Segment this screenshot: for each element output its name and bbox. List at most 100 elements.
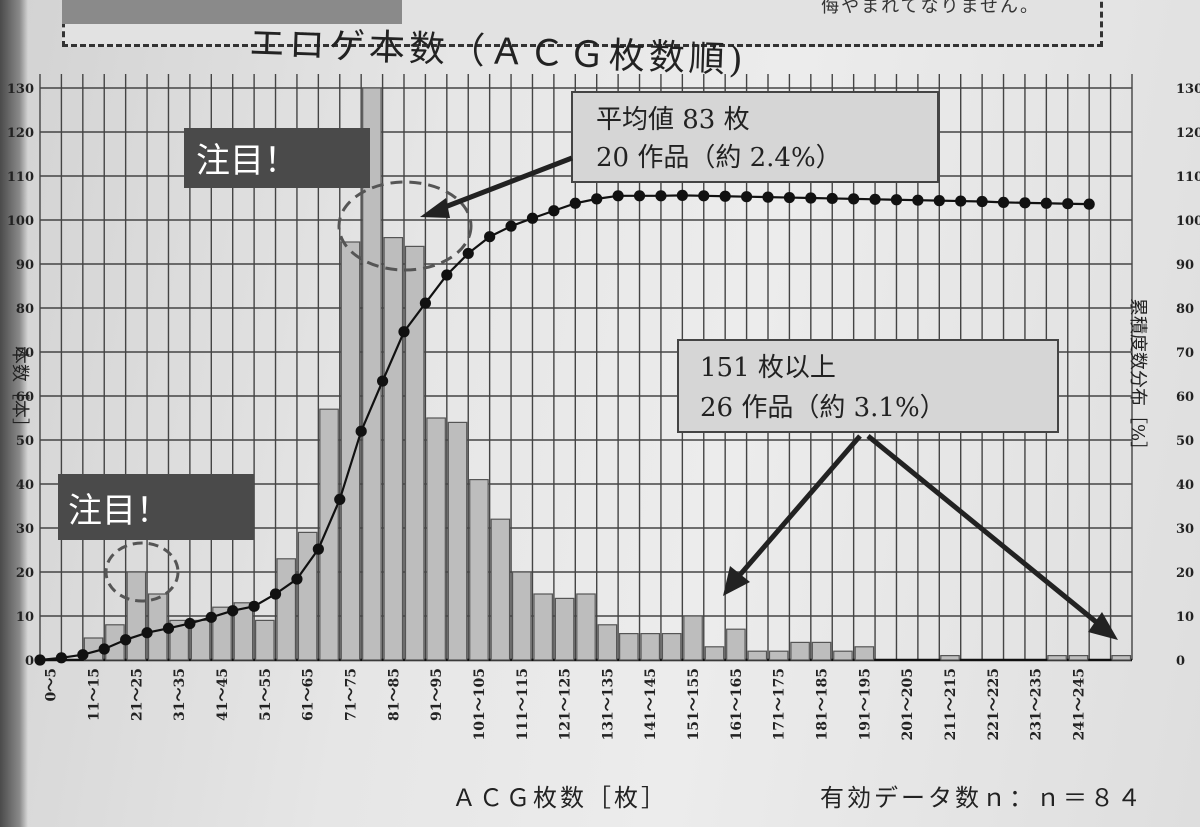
cumulative-point [655,190,667,202]
y2-tick-label: 20 [1176,566,1194,581]
y2-tick-label: 0 [1176,654,1185,669]
cumulative-point [398,326,410,338]
y2-tick-label: 60 [1176,390,1194,405]
over151-arrow-right [866,434,1108,632]
cumulative-point [719,190,731,202]
bar [169,619,189,661]
x-tick-label: 211～215 [943,668,959,740]
x-tick-label: 231～235 [1029,668,1045,740]
bar [768,650,789,661]
cumulative-point [77,649,89,661]
y2-tick-label: 110 [1176,170,1200,185]
y-tick-label: 60 [16,390,34,405]
bar [255,619,275,661]
cumulative-point [441,269,453,281]
cumulative-point [548,205,560,217]
bar [276,558,297,661]
bar [811,641,832,661]
y-tick-label: 80 [16,302,34,317]
bar [212,606,232,661]
bar [576,593,596,661]
x-tick-label: 191～195 [857,668,873,740]
over151-arrowhead-right [1088,612,1118,640]
over151-callout: 151 枚以上 26 作品（約 3.1%） [677,339,1118,640]
y2-tick-label: 30 [1176,522,1194,537]
cumulative-point [762,191,774,203]
cumulative-point [569,197,581,209]
over151-callout-line1: 151 枚以上 [700,353,836,383]
bar [597,624,618,661]
bar [1047,654,1067,661]
y-tick-label: 20 [16,566,34,581]
bar [533,593,553,661]
y2-tick-label: 10 [1176,610,1194,625]
y-tick-label: 10 [16,610,34,625]
y-tick-label: 30 [16,522,34,537]
cumulative-point [698,190,710,202]
x-tick-label: 151～155 [686,668,702,740]
y2-tick-label: 70 [1176,346,1194,361]
x-tick-label: 241～245 [1071,668,1087,740]
x-tick-label: 31～35 [172,668,188,721]
cumulative-point [612,190,624,202]
badge-text: 注目！ [68,491,170,531]
cumulative-point [484,231,496,243]
bar [619,632,639,661]
bar [790,641,810,661]
x-tick-label: 21～25 [129,668,145,721]
bar [511,571,532,661]
page-shadow [0,0,28,827]
bar [683,615,703,661]
bar [854,646,875,661]
y-tick-label: 50 [16,434,34,449]
cumulative-point [1040,197,1052,209]
x-tick-label: 0～5 [44,668,60,701]
cumulative-point [955,195,967,207]
cumulative-point [1062,198,1074,210]
bar [661,632,682,661]
right-y-axis: 0 10 20 30 40 50 60 70 80 90 100 110 120 130 [1176,82,1200,669]
cumulative-point [890,194,903,206]
cumulative-point [355,425,367,437]
cumulative-point [591,193,603,205]
bar [554,597,575,661]
y2-tick-label: 90 [1176,258,1194,273]
over151-arrow-left [730,434,862,586]
highlight-circle-peak [337,180,473,272]
y-tick-label: 40 [16,478,34,493]
cumulative-point [205,611,217,623]
top-note-text: 侮やまれてなりません。 [821,0,1040,17]
bar [426,417,446,661]
over151-callout-line2: 26 作品（約 3.1%） [700,393,946,423]
x-tick-label: 201～205 [900,668,916,740]
x-tick-label: 61～65 [301,668,317,721]
bar [940,654,960,661]
bar [747,650,768,661]
bar [340,241,361,661]
x-axis-label: ＡＣＧ枚数［枚］ [452,784,668,812]
y-tick-label: 130 [7,82,34,97]
y2-tick-label: 100 [1176,214,1200,229]
cumulative-point [526,212,539,224]
cumulative-point [826,192,838,205]
cumulative-point [633,190,646,202]
y2-axis-label: 累積度数分布［%］ [1127,298,1148,459]
cumulative-point [848,193,860,205]
bar [833,650,853,661]
cumulative-point [55,652,68,664]
cumulative-point [376,375,389,387]
bar [704,646,725,661]
bar [726,628,746,661]
cumulative-point [976,195,988,208]
cumulative-point [227,605,239,617]
x-tick-label: 51～55 [258,668,274,721]
y-tick-label: 110 [7,170,34,185]
y-tick-label: 70 [16,346,34,361]
cumulative-point [676,189,688,201]
cumulative-point [783,191,796,204]
mean-arrow [431,155,573,215]
cumulative-point [805,192,817,204]
badge-text: 注目！ [196,141,298,181]
x-tick-label: 141～145 [643,668,659,740]
y2-tick-label: 120 [1176,126,1200,141]
